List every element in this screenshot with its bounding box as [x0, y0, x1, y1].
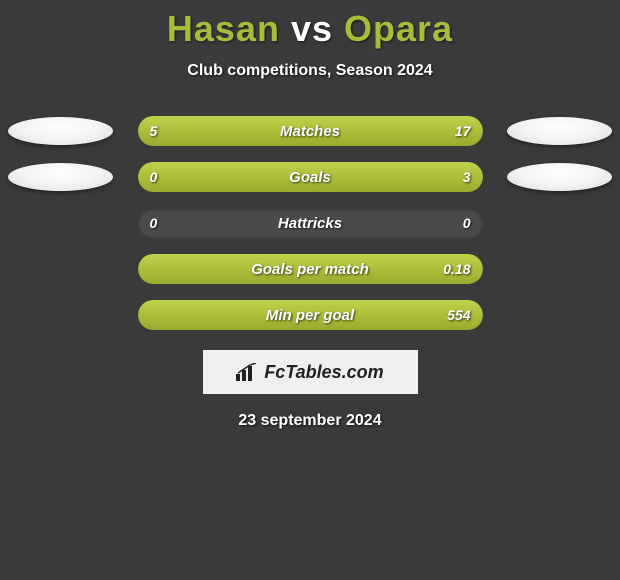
vs-separator: vs	[291, 8, 333, 49]
comparison-rows: 517Matches 03Goals 00Hattricks 0.18Goals pe…	[0, 116, 620, 330]
player-right-badge	[507, 163, 612, 191]
metric-bar: 03Goals	[138, 162, 483, 192]
metric-label: Hattricks	[138, 208, 483, 238]
comparison-row: 0.18Goals per match	[0, 254, 620, 284]
comparison-row: 00Hattricks	[0, 208, 620, 238]
player-right-name: Opara	[344, 8, 453, 49]
metric-label: Min per goal	[138, 300, 483, 330]
player-left-name: Hasan	[167, 8, 280, 49]
page-title: Hasan vs Opara	[0, 0, 620, 50]
player-right-badge	[507, 117, 612, 145]
metric-bar: 517Matches	[138, 116, 483, 146]
comparison-row: 03Goals	[0, 162, 620, 192]
metric-bar: 00Hattricks	[138, 208, 483, 238]
comparison-row: 554Min per goal	[0, 300, 620, 330]
player-left-badge	[8, 117, 113, 145]
subtitle: Club competitions, Season 2024	[0, 62, 620, 80]
player-left-badge	[8, 163, 113, 191]
logo-bars-icon	[236, 363, 258, 381]
metric-label: Goals	[138, 162, 483, 192]
metric-bar: 554Min per goal	[138, 300, 483, 330]
fctables-logo: FcTables.com	[203, 350, 418, 394]
generation-date: 23 september 2024	[0, 412, 620, 430]
metric-label: Matches	[138, 116, 483, 146]
logo-text: FcTables.com	[264, 362, 383, 383]
metric-label: Goals per match	[138, 254, 483, 284]
metric-bar: 0.18Goals per match	[138, 254, 483, 284]
comparison-row: 517Matches	[0, 116, 620, 146]
